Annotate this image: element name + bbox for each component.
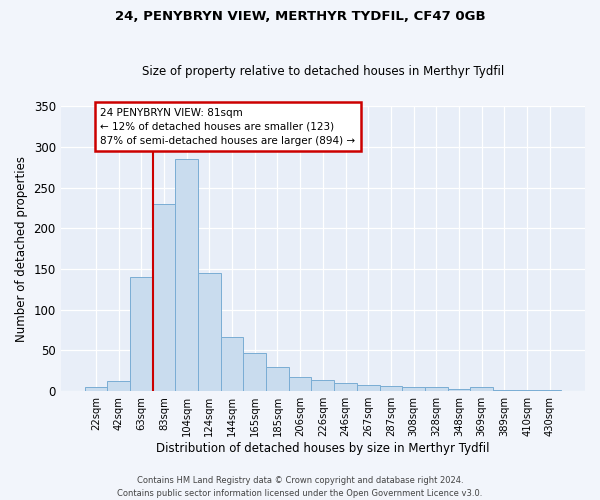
Text: 24, PENYBRYN VIEW, MERTHYR TYDFIL, CF47 0GB: 24, PENYBRYN VIEW, MERTHYR TYDFIL, CF47 …: [115, 10, 485, 23]
Bar: [107, 380, 130, 391]
Bar: [425, 387, 448, 391]
Bar: [85, 387, 107, 391]
Bar: [175, 159, 198, 391]
Bar: [538, 390, 561, 391]
Bar: [221, 338, 244, 391]
Bar: [198, 273, 221, 391]
Text: Contains HM Land Registry data © Crown copyright and database right 2024.
Contai: Contains HM Land Registry data © Crown c…: [118, 476, 482, 498]
Bar: [357, 384, 380, 391]
Bar: [470, 387, 493, 391]
Bar: [402, 387, 425, 391]
Bar: [448, 389, 470, 391]
Bar: [493, 390, 516, 391]
Bar: [266, 367, 289, 391]
Bar: [311, 380, 334, 391]
Title: Size of property relative to detached houses in Merthyr Tydfil: Size of property relative to detached ho…: [142, 66, 504, 78]
Bar: [289, 378, 311, 391]
Bar: [516, 390, 538, 391]
Bar: [130, 277, 152, 391]
X-axis label: Distribution of detached houses by size in Merthyr Tydfil: Distribution of detached houses by size …: [156, 442, 490, 455]
Bar: [334, 383, 357, 391]
Y-axis label: Number of detached properties: Number of detached properties: [15, 156, 28, 342]
Text: 24 PENYBRYN VIEW: 81sqm
← 12% of detached houses are smaller (123)
87% of semi-d: 24 PENYBRYN VIEW: 81sqm ← 12% of detache…: [100, 108, 356, 146]
Bar: [244, 353, 266, 391]
Bar: [380, 386, 402, 391]
Bar: [152, 204, 175, 391]
